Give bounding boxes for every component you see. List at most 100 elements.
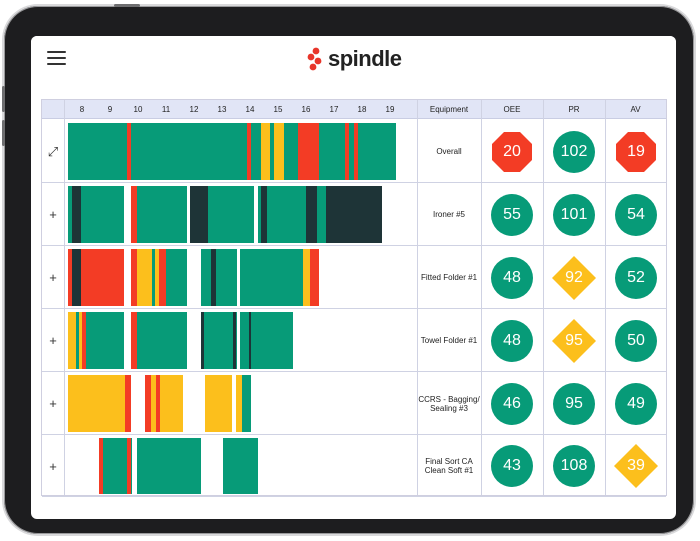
timeline-segment-good[interactable] — [76, 312, 80, 369]
av-badge-good[interactable]: 49 — [614, 382, 658, 426]
timeline-segment-bad[interactable] — [131, 312, 137, 369]
timeline-segment-good[interactable] — [258, 186, 262, 243]
timeline-segment-warn[interactable] — [236, 375, 242, 432]
timeline-segment-bad[interactable] — [131, 186, 137, 243]
timeline-segment-bad[interactable] — [353, 123, 358, 180]
timeline-segment-good[interactable] — [223, 438, 259, 494]
timeline-segment-warn[interactable] — [154, 249, 159, 306]
timeline-segment-bad[interactable] — [345, 123, 350, 180]
timeline-segment-good[interactable] — [86, 312, 124, 369]
timeline-segment-good[interactable] — [136, 312, 187, 369]
hamburger-menu-icon[interactable] — [47, 48, 67, 68]
oee-badge-bad[interactable]: 20 — [490, 130, 534, 174]
timeline-segment-bad[interactable] — [159, 249, 166, 306]
av-badge-good[interactable]: 50 — [614, 319, 658, 363]
timeline-segment-good[interactable] — [208, 186, 255, 243]
av-badge-bad[interactable]: 19 — [614, 130, 658, 174]
oee-badge-good[interactable]: 48 — [490, 319, 534, 363]
timeline-segment-bad[interactable] — [82, 312, 87, 369]
timeline-segment-good[interactable] — [152, 249, 155, 306]
timeline-segment-good[interactable] — [203, 312, 234, 369]
expand-icon[interactable]: ⤢ — [47, 143, 59, 159]
pr-badge-warn[interactable]: 92 — [552, 255, 596, 300]
timeline-segment-good[interactable] — [251, 312, 294, 369]
av-badge-good[interactable]: 52 — [614, 256, 658, 300]
timeline-segment-good[interactable] — [236, 312, 238, 369]
timeline-segment-bad[interactable] — [68, 249, 73, 306]
timeline-segment-warn[interactable] — [150, 375, 157, 432]
timeline-segment-good[interactable] — [201, 249, 211, 306]
pr-column-header[interactable]: PR — [568, 105, 580, 114]
av-column-header[interactable]: AV — [630, 105, 641, 114]
expand-row-button[interactable]: + — [49, 396, 57, 411]
pr-badge-good[interactable]: 102 — [552, 130, 596, 174]
expand-row-button[interactable]: + — [49, 270, 57, 285]
timeline-segment-bad[interactable] — [125, 375, 131, 432]
timeline-segment-bad[interactable] — [247, 123, 252, 180]
timeline-segment-idle[interactable] — [72, 249, 81, 306]
timeline-segment-idle[interactable] — [72, 186, 81, 243]
pr-badge-good[interactable]: 95 — [552, 382, 596, 426]
timeline-segment-good[interactable] — [68, 123, 127, 180]
pr-badge-warn[interactable]: 95 — [552, 318, 596, 363]
timeline-segment-good[interactable] — [318, 123, 346, 180]
timeline-segment-warn[interactable] — [79, 312, 82, 369]
timeline-segment-bad[interactable] — [80, 249, 124, 306]
timeline-segment-good[interactable] — [166, 249, 187, 306]
timeline-segment-idle[interactable] — [201, 312, 204, 369]
oee-badge-good[interactable]: 43 — [490, 444, 534, 488]
expand-row-button[interactable]: + — [49, 207, 57, 222]
timeline-segment-good[interactable] — [136, 438, 201, 494]
timeline-segment-bad[interactable] — [297, 123, 319, 180]
timeline-segment-warn[interactable] — [68, 375, 126, 432]
av-badge-good[interactable]: 54 — [614, 193, 658, 237]
timeline-segment-idle[interactable] — [325, 186, 382, 243]
expand-row-button[interactable]: + — [49, 333, 57, 348]
pr-badge-good[interactable]: 108 — [552, 444, 596, 488]
timeline-segment-good[interactable] — [349, 123, 354, 180]
timeline-segment-warn[interactable] — [136, 249, 152, 306]
timeline-segment-warn[interactable] — [160, 375, 183, 432]
expand-row-button[interactable]: + — [49, 458, 57, 474]
timeline-segment-bad[interactable] — [126, 438, 131, 494]
timeline-segment-bad[interactable] — [98, 438, 103, 494]
timeline-segment-good[interactable] — [240, 249, 304, 306]
oee-badge-good[interactable]: 48 — [490, 256, 534, 300]
timeline-segment-good[interactable] — [216, 249, 238, 306]
timeline-segment-warn[interactable] — [261, 123, 270, 180]
timeline-segment-good[interactable] — [283, 123, 298, 180]
timeline-segment-warn[interactable] — [273, 123, 284, 180]
timeline-segment-good[interactable] — [68, 186, 73, 243]
timeline-segment-warn[interactable] — [205, 375, 232, 432]
timeline-segment-good[interactable] — [80, 186, 124, 243]
timeline-segment-idle[interactable] — [261, 186, 267, 243]
timeline-segment-good[interactable] — [269, 123, 274, 180]
timeline-segment-bad[interactable] — [156, 375, 161, 432]
oee-column-header[interactable]: OEE — [503, 105, 521, 114]
timeline-segment-warn[interactable] — [68, 312, 77, 369]
timeline-segment-warn[interactable] — [303, 249, 311, 306]
timeline-segment-good[interactable] — [131, 438, 133, 494]
timeline-segment-bad[interactable] — [145, 375, 151, 432]
timeline-segment-bad[interactable] — [126, 123, 131, 180]
av-badge-warn[interactable]: 39 — [614, 444, 658, 488]
timeline-segment-idle[interactable] — [210, 249, 217, 306]
timeline-segment-idle[interactable] — [306, 186, 318, 243]
timeline-segment-good[interactable] — [131, 123, 248, 180]
timeline-segment-good[interactable] — [251, 123, 262, 180]
timeline-segment-good[interactable] — [241, 375, 252, 432]
timeline-segment-good[interactable] — [136, 186, 187, 243]
timeline-segment-idle[interactable] — [248, 312, 252, 369]
oee-badge-good[interactable]: 55 — [490, 193, 534, 237]
timeline-segment-idle[interactable] — [233, 312, 236, 369]
timeline-segment-good[interactable] — [357, 123, 396, 180]
timeline-segment-idle[interactable] — [189, 186, 208, 243]
timeline-segment-good[interactable] — [240, 312, 249, 369]
timeline-segment-bad[interactable] — [310, 249, 319, 306]
timeline-segment-good[interactable] — [317, 186, 326, 243]
timeline-segment-bad[interactable] — [131, 249, 137, 306]
timeline-segment-good[interactable] — [266, 186, 306, 243]
oee-badge-good[interactable]: 46 — [490, 382, 534, 426]
timeline-segment-good[interactable] — [103, 438, 127, 494]
pr-badge-good[interactable]: 101 — [552, 193, 596, 237]
